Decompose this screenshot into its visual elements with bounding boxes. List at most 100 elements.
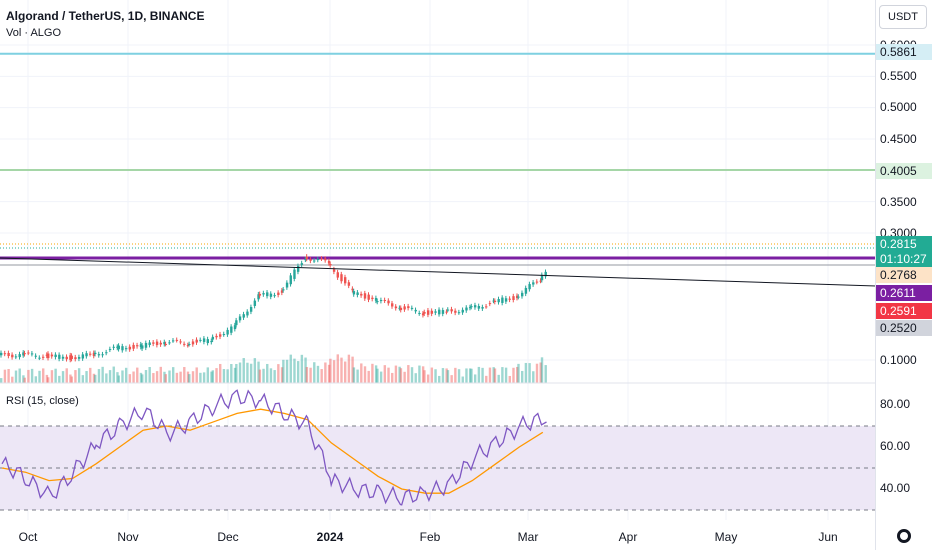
candle-body	[54, 354, 57, 358]
volume-bar	[105, 373, 108, 383]
horizontal-levels	[0, 52, 876, 266]
volume-legend[interactable]: Vol · ALGO	[6, 27, 62, 39]
volume-bar	[69, 374, 72, 383]
volume-bar	[468, 368, 472, 383]
volume-bar	[50, 370, 54, 383]
price-tick-label: 0.5500	[880, 69, 917, 83]
volume-bar	[222, 369, 226, 383]
candle-body	[465, 307, 468, 311]
volume-bar	[391, 372, 394, 383]
candle-body	[94, 352, 97, 355]
volume-bar	[273, 370, 276, 383]
candle-body	[473, 305, 477, 308]
volume-bar	[492, 367, 495, 383]
volume-bar	[403, 371, 406, 383]
volume-bar	[191, 371, 195, 383]
volume-bar	[70, 376, 73, 383]
volume-bar	[329, 358, 332, 383]
candle-body	[539, 280, 542, 282]
candle-body	[304, 259, 307, 261]
candle-body	[379, 300, 383, 302]
volume-bar	[202, 372, 206, 383]
candle-body	[504, 298, 508, 302]
candle-body	[391, 303, 394, 307]
candle-body	[69, 355, 72, 360]
volume-bar	[258, 369, 262, 383]
candle-body	[282, 289, 285, 291]
candle-body	[383, 299, 387, 301]
volume-bar	[394, 365, 398, 383]
candle-body	[269, 293, 273, 297]
candle-body	[183, 343, 186, 345]
rsi-legend[interactable]: RSI (15, close)	[6, 395, 79, 407]
volume-bar	[171, 367, 175, 383]
volume-bar	[27, 369, 30, 383]
symbol-title[interactable]: Algorand / TetherUS, 1D, BINANCE	[6, 9, 205, 23]
volume-bar	[141, 374, 144, 383]
volume-bars	[0, 354, 547, 383]
candle-body	[50, 354, 54, 357]
volume-bar	[488, 367, 492, 383]
volume-bar	[387, 367, 390, 383]
candle-body	[524, 287, 528, 294]
currency-button[interactable]: USDT	[879, 5, 927, 29]
candle-body	[168, 342, 171, 344]
price-tick-label: 0.3500	[880, 195, 917, 209]
candle-body	[423, 312, 426, 314]
volume-bar	[152, 373, 155, 383]
volume-bar	[262, 368, 265, 383]
volume-bar	[539, 362, 542, 383]
candle-body	[446, 309, 450, 311]
candle-body	[445, 311, 448, 313]
candle-body	[320, 258, 323, 260]
volume-bar	[101, 366, 104, 383]
candle-body	[280, 290, 284, 293]
candle-body	[77, 357, 81, 359]
candle-body	[493, 300, 497, 302]
volume-bar	[38, 370, 41, 383]
candle-body	[492, 300, 495, 302]
candle-body	[285, 282, 289, 288]
candle-body	[414, 309, 417, 312]
volume-bar	[485, 375, 488, 383]
candle-body	[512, 296, 515, 300]
volume-bar	[132, 371, 135, 383]
price-tick-label: 0.4500	[880, 132, 917, 146]
volume-bar	[144, 370, 148, 383]
volume-bar	[18, 368, 21, 383]
candle-body	[508, 298, 511, 300]
volume-bar	[293, 358, 296, 383]
volume-bar	[477, 366, 481, 383]
volume-bar	[163, 371, 166, 383]
volume-bar	[280, 367, 284, 383]
time-tick-label: Oct	[18, 530, 38, 544]
volume-bar	[0, 378, 3, 383]
candle-body	[230, 326, 233, 333]
candle-body	[316, 259, 320, 261]
candle-body	[85, 353, 88, 357]
candle-body	[300, 263, 304, 265]
chart-settings-button[interactable]	[876, 521, 932, 550]
volume-bar	[320, 369, 323, 383]
volume-bar	[383, 365, 387, 383]
volume-bar	[61, 371, 65, 383]
volume-bar	[473, 374, 477, 383]
time-tick-label: May	[714, 530, 738, 544]
volume-bar	[515, 366, 519, 383]
volume-bar	[324, 362, 327, 383]
candle-body	[188, 344, 191, 346]
volume-bar	[233, 367, 237, 383]
candle-body	[18, 354, 21, 358]
volume-bar	[367, 370, 370, 383]
volume-bar	[407, 365, 410, 383]
volume-bar	[410, 367, 414, 383]
volume-bar	[148, 367, 151, 383]
volume-bar	[30, 368, 34, 383]
candle-body	[148, 342, 151, 346]
trendline[interactable]	[0, 257, 877, 287]
candle-body	[97, 354, 101, 356]
price-axis[interactable]: 0.60000.55000.50000.45000.40000.35000.30…	[876, 0, 932, 550]
candle-body	[65, 356, 68, 360]
volume-bar	[45, 374, 49, 383]
